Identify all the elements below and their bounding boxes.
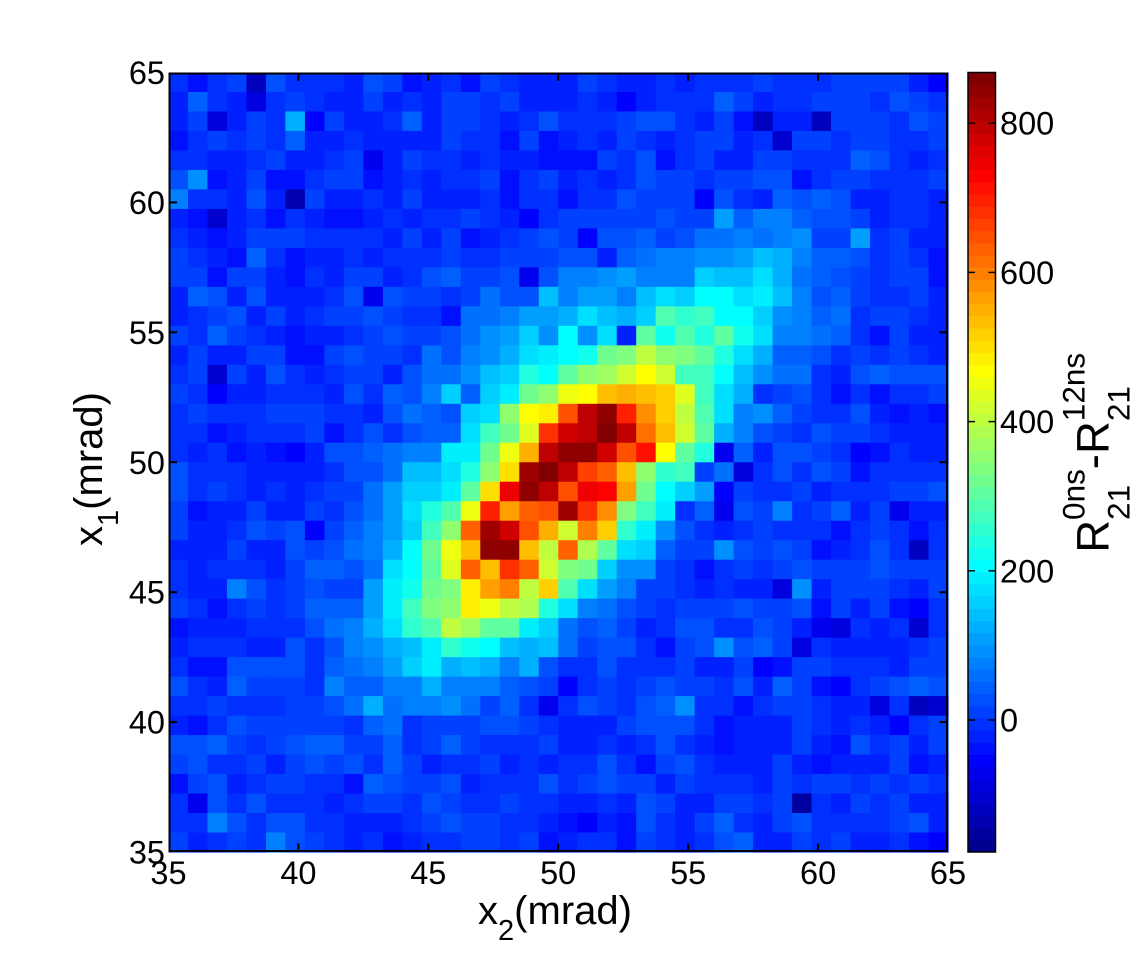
svg-text:35: 35 [150,855,186,891]
svg-text:50: 50 [540,855,576,891]
svg-text:x1(mrad): x1(mrad) [67,392,125,546]
svg-text:600: 600 [1000,255,1054,291]
svg-text:40: 40 [280,855,316,891]
svg-text:35: 35 [129,835,165,871]
svg-text:45: 45 [129,575,165,611]
svg-text:x2(mrad): x2(mrad) [478,889,632,947]
svg-text:800: 800 [1000,106,1054,142]
svg-text:55: 55 [670,855,706,891]
svg-text:65: 65 [930,855,966,891]
svg-text:0: 0 [1000,703,1018,739]
svg-text:65: 65 [129,55,165,91]
svg-text:55: 55 [129,315,165,351]
svg-text:40: 40 [129,705,165,741]
svg-text:60: 60 [129,185,165,221]
svg-text:400: 400 [1000,404,1054,440]
svg-text:45: 45 [410,855,446,891]
svg-text:50: 50 [129,445,165,481]
svg-text:200: 200 [1000,553,1054,589]
svg-text:60: 60 [800,855,836,891]
